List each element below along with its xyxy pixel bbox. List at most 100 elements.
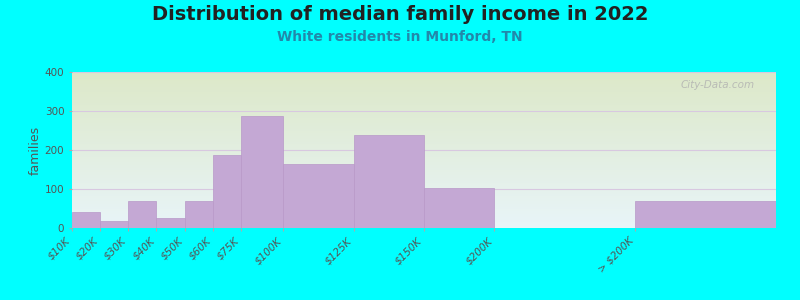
Bar (72, 128, 776, 129)
Bar (72, 212, 100, 228)
Bar (72, 113, 776, 114)
Bar (72, 127, 776, 128)
Bar (72, 182, 776, 183)
Bar (72, 109, 776, 110)
Bar (72, 171, 776, 172)
Bar (72, 163, 776, 164)
Bar (72, 206, 776, 207)
Bar (72, 131, 776, 132)
Bar (72, 144, 776, 145)
Bar (72, 87, 776, 88)
Bar (72, 151, 776, 152)
Bar (213, 155, 241, 228)
Bar (72, 179, 776, 180)
Bar (72, 199, 776, 200)
Bar (72, 197, 776, 198)
Bar (128, 202, 157, 228)
Bar (72, 155, 776, 156)
Bar (72, 181, 776, 182)
Bar (72, 146, 776, 147)
Bar (72, 101, 776, 102)
Bar (241, 116, 283, 228)
Bar (72, 90, 776, 91)
Bar (72, 221, 776, 222)
Bar (72, 223, 776, 224)
Bar (72, 85, 776, 86)
Bar (72, 164, 776, 165)
Bar (72, 187, 776, 188)
Bar (72, 115, 776, 116)
Bar (72, 100, 776, 101)
Bar (72, 202, 776, 203)
Bar (72, 186, 776, 187)
Bar (72, 145, 776, 146)
Bar (72, 97, 776, 98)
Bar (72, 214, 776, 215)
Bar (72, 112, 776, 113)
Bar (72, 93, 776, 94)
Bar (72, 80, 776, 81)
Bar (72, 130, 776, 131)
Bar (72, 193, 776, 194)
Bar (72, 125, 776, 126)
Bar (72, 216, 776, 217)
Bar (424, 188, 494, 228)
Bar (72, 190, 776, 191)
Bar (72, 120, 776, 121)
Bar (72, 83, 776, 84)
Bar (635, 202, 776, 228)
Bar (72, 225, 776, 226)
Bar (72, 210, 776, 211)
Bar (72, 121, 776, 122)
Bar (72, 215, 776, 216)
Bar (72, 176, 776, 177)
Bar (72, 114, 776, 115)
Bar (72, 92, 776, 93)
Bar (72, 116, 776, 117)
Bar (72, 107, 776, 108)
Bar (72, 108, 776, 109)
Bar (72, 76, 776, 77)
Bar (72, 224, 776, 225)
Bar (72, 140, 776, 141)
Bar (72, 77, 776, 78)
Bar (72, 201, 776, 202)
Bar (72, 148, 776, 149)
Bar (72, 96, 776, 97)
Bar (72, 94, 776, 95)
Bar (72, 98, 776, 99)
Bar (354, 135, 424, 228)
Bar (72, 103, 776, 104)
Bar (72, 191, 776, 192)
Bar (72, 143, 776, 144)
Bar (72, 160, 776, 161)
Bar (72, 226, 776, 227)
Bar (72, 196, 776, 197)
Bar (72, 166, 776, 167)
Bar (72, 227, 776, 228)
Bar (72, 79, 776, 80)
Bar (72, 178, 776, 179)
Bar (72, 149, 776, 150)
Bar (72, 72, 776, 73)
Bar (72, 198, 776, 199)
Bar (72, 122, 776, 123)
Bar (100, 221, 128, 228)
Bar (72, 126, 776, 127)
Bar (72, 111, 776, 112)
Bar (72, 174, 776, 175)
Bar (72, 188, 776, 189)
Bar (72, 154, 776, 155)
Bar (72, 195, 776, 196)
Bar (72, 157, 776, 158)
Text: City-Data.com: City-Data.com (681, 80, 755, 90)
Bar (72, 212, 776, 213)
Bar (72, 99, 776, 100)
Bar (72, 207, 776, 208)
Bar (72, 136, 776, 137)
Bar (72, 219, 776, 220)
Bar (72, 142, 776, 143)
Bar (283, 164, 354, 228)
Bar (72, 110, 776, 111)
Bar (72, 184, 776, 185)
